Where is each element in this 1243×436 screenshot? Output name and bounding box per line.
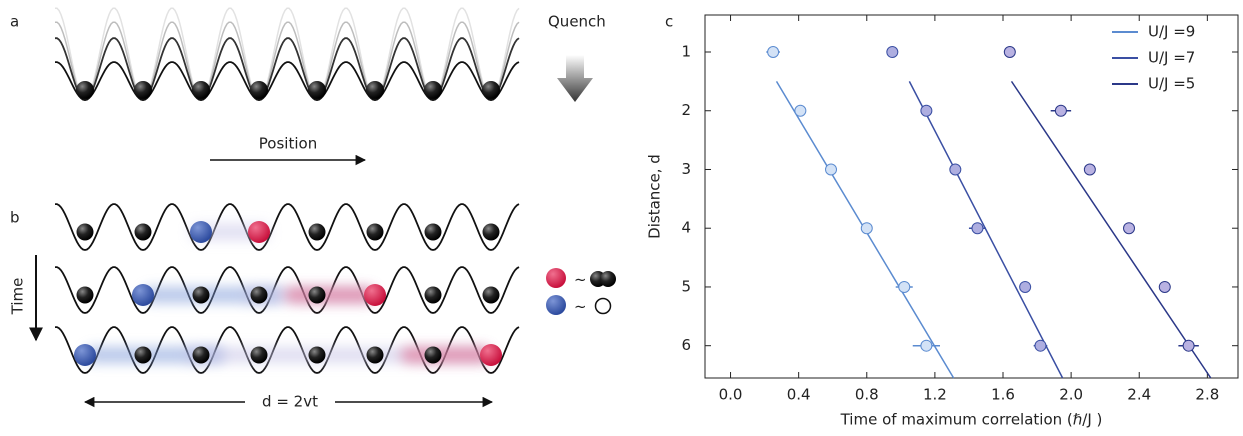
label-bg	[245, 392, 335, 412]
atom	[366, 81, 384, 99]
data-point	[1083, 163, 1096, 176]
data-point	[1019, 280, 1032, 293]
quench-label: Quench	[548, 13, 606, 31]
atom	[308, 346, 326, 364]
data-point	[794, 104, 807, 117]
panel-label: a	[10, 13, 19, 31]
data-point	[920, 104, 933, 117]
x-tick-label: 0.4	[787, 386, 811, 404]
x-tick-label: 2.8	[1195, 386, 1219, 404]
y-tick-label: 1	[681, 43, 691, 61]
y-tick-label: 3	[681, 160, 691, 178]
empty-icon	[594, 297, 612, 315]
diagram	[55, 7, 520, 374]
doublon	[480, 344, 502, 366]
atom	[424, 346, 442, 364]
atom	[308, 223, 326, 241]
atom	[192, 346, 210, 364]
chart: 0.0 0.4 0.8 1.2 1.6 2.0 2.4 2.8 1 2 3 4 5 6 Time of ma…	[646, 14, 1239, 429]
atom	[250, 286, 268, 304]
legend-label: U/J =5	[1148, 75, 1195, 93]
data-point	[825, 163, 838, 176]
hole	[190, 221, 212, 243]
trail	[285, 287, 375, 303]
hole-icon	[546, 295, 566, 315]
x-tick-label: 2.4	[1127, 386, 1151, 404]
lattice-potential	[55, 37, 520, 101]
atom	[76, 223, 94, 241]
data-point	[949, 163, 962, 176]
fit-line	[908, 81, 1064, 379]
data-point	[1054, 104, 1067, 117]
plot-frame	[704, 14, 1239, 379]
atom	[424, 286, 442, 304]
legend-text: ~	[574, 298, 587, 316]
atom	[482, 223, 500, 241]
data-point	[860, 222, 873, 235]
data-point	[898, 280, 911, 293]
fit-line	[1010, 80, 1212, 379]
atom	[76, 286, 94, 304]
y-tick-label: 5	[681, 277, 691, 295]
y-axis-label: Distance, d	[646, 154, 664, 239]
legend-text: ~	[574, 271, 587, 289]
x-tick-label: 1.2	[923, 386, 947, 404]
atom	[308, 81, 326, 99]
y-tick-label: 6	[681, 336, 691, 354]
atom	[250, 81, 268, 99]
hole	[74, 344, 96, 366]
doublon-icon	[546, 268, 566, 288]
distance-label: d = 2vt	[262, 393, 318, 411]
trail	[401, 347, 491, 363]
x-axis-label: Time of maximum correlation (ℏ/J )	[840, 411, 1103, 429]
lattice-potential	[55, 61, 520, 101]
doublon	[364, 284, 386, 306]
atom	[192, 286, 210, 304]
panel-label: c	[665, 13, 673, 31]
pair-icon	[600, 271, 616, 287]
x-tick-label: 1.6	[991, 386, 1015, 404]
time-label: Time	[9, 278, 27, 316]
data-point	[920, 339, 933, 352]
data-point	[1158, 280, 1171, 293]
data-point	[886, 46, 899, 59]
x-tick-label: 0.0	[719, 386, 743, 404]
x-tick-label: 2.0	[1059, 386, 1083, 404]
atom	[424, 223, 442, 241]
panel-label: b	[10, 209, 20, 227]
data-point	[1123, 222, 1136, 235]
atom	[366, 346, 384, 364]
atom	[482, 81, 500, 99]
position-label: Position	[259, 135, 317, 153]
atom	[482, 286, 500, 304]
x-tick-label: 0.8	[855, 386, 879, 404]
y-tick-label: 2	[681, 101, 691, 119]
legend-label: U/J =7	[1148, 49, 1195, 67]
atom	[192, 81, 210, 99]
data-point	[1003, 46, 1016, 59]
lattice-potential	[55, 203, 520, 251]
doublon	[248, 221, 270, 243]
atom	[134, 346, 152, 364]
atom	[134, 81, 152, 99]
atom	[76, 81, 94, 99]
data-point	[1182, 339, 1195, 352]
data-point	[767, 46, 780, 59]
atom	[308, 286, 326, 304]
data-point	[1034, 339, 1047, 352]
lattice-potential	[55, 266, 520, 314]
atom	[134, 223, 152, 241]
lattice-potential	[55, 7, 520, 101]
atom	[424, 81, 442, 99]
lattice-potential	[55, 21, 520, 101]
atom	[366, 223, 384, 241]
y-tick-label: 4	[681, 219, 691, 237]
quench-arrow	[557, 55, 593, 102]
hole	[132, 284, 154, 306]
legend-label: U/J =9	[1148, 23, 1195, 41]
atom	[250, 346, 268, 364]
data-point	[971, 222, 984, 235]
